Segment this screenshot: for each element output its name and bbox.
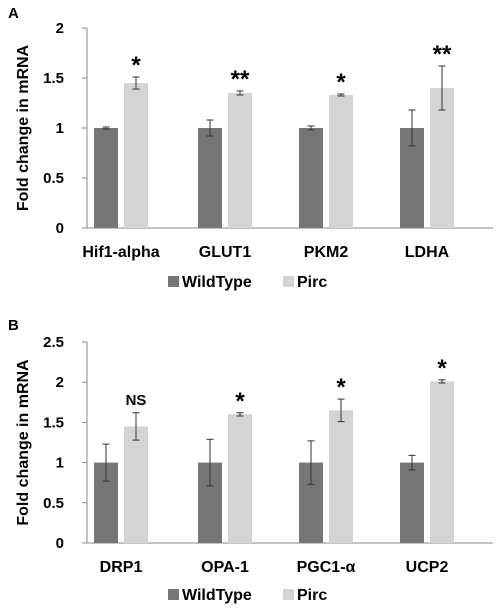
legend: WildType Pirc	[168, 587, 327, 604]
y-tick-label: 1.5	[43, 414, 64, 431]
significance-marker: *	[336, 374, 346, 401]
bar-wildtype-0	[94, 128, 118, 228]
error-bar	[408, 109, 416, 147]
chart-panel-a: A Fold change in mRNA 0 0.5 1 1.5 2 * Hif1-alpha…	[8, 5, 493, 291]
y-tick-label: 2	[56, 20, 64, 37]
significance-marker: **	[231, 66, 250, 93]
legend-label-pirc: Pirc	[297, 587, 327, 604]
bar-wildtype-2	[299, 128, 323, 228]
x-tick-label: OPA-1	[201, 559, 249, 576]
legend-label-wildtype: WildType	[182, 587, 252, 604]
y-tick-label: 0	[56, 220, 64, 237]
error-bar	[236, 412, 244, 417]
error-bar	[206, 438, 214, 487]
bar-wildtype-3	[400, 462, 424, 543]
x-tick-label: Hif1-alpha	[82, 244, 159, 261]
y-tick-label: 2	[56, 374, 64, 391]
error-bar	[337, 93, 345, 97]
error-bar	[102, 443, 110, 482]
bar-pirc-2	[329, 410, 353, 543]
error-bar	[408, 454, 416, 471]
significance-marker: *	[235, 388, 245, 415]
y-axis-label: Fold change in mRNA	[15, 44, 32, 211]
bar-pirc-0	[124, 426, 148, 543]
significance-marker: **	[433, 41, 452, 68]
legend-swatch-wildtype	[168, 589, 179, 600]
error-bar	[236, 90, 244, 96]
bar-pirc-1	[228, 414, 252, 543]
y-tick-label: 0.5	[43, 495, 64, 512]
panel-label: A	[8, 5, 19, 22]
panel-label: B	[8, 317, 19, 334]
y-tick-label: 1	[56, 120, 64, 137]
error-bar	[132, 412, 140, 441]
bar-pirc-2	[329, 95, 353, 228]
y-tick-label: 0.5	[43, 170, 64, 187]
y-axis-label: Fold change in mRNA	[15, 359, 32, 526]
x-tick-label: LDHA	[405, 244, 450, 261]
chart-panel-b: B Fold change in mRNA 0 0.5 1 1.5 2 2.5 NS DRP1 * O…	[8, 317, 493, 604]
error-bar	[337, 398, 345, 423]
error-bar	[438, 65, 446, 111]
error-bar	[206, 119, 214, 137]
x-tick-label: PGC1-α	[297, 559, 356, 576]
legend-label-pirc: Pirc	[297, 274, 327, 291]
significance-marker: NS	[126, 392, 147, 409]
error-bar	[438, 379, 446, 384]
error-bar	[132, 76, 140, 90]
legend-label-wildtype: WildType	[182, 274, 252, 291]
significance-marker: *	[336, 69, 346, 96]
legend: WildType Pirc	[168, 274, 327, 291]
legend-swatch-pirc	[283, 589, 294, 600]
error-bar	[102, 126, 110, 130]
y-tick-label: 1.5	[43, 70, 64, 87]
legend-swatch-pirc	[283, 276, 294, 287]
legend-swatch-wildtype	[168, 276, 179, 287]
error-bar	[307, 440, 315, 485]
y-tick-label: 0	[56, 535, 64, 552]
bar-wildtype-1	[198, 128, 222, 228]
bar-pirc-3	[430, 88, 454, 228]
y-tick-label: 1	[56, 455, 64, 472]
x-tick-label: GLUT1	[199, 244, 252, 261]
x-tick-label: DRP1	[100, 559, 143, 576]
y-tick-label: 2.5	[43, 334, 64, 351]
significance-marker: *	[131, 52, 141, 79]
bar-pirc-1	[228, 93, 252, 228]
bar-pirc-0	[124, 83, 148, 228]
x-tick-label: PKM2	[304, 244, 349, 261]
bar-pirc-3	[430, 381, 454, 543]
significance-marker: *	[437, 355, 447, 382]
error-bar	[307, 125, 315, 131]
x-tick-label: UCP2	[406, 559, 449, 576]
